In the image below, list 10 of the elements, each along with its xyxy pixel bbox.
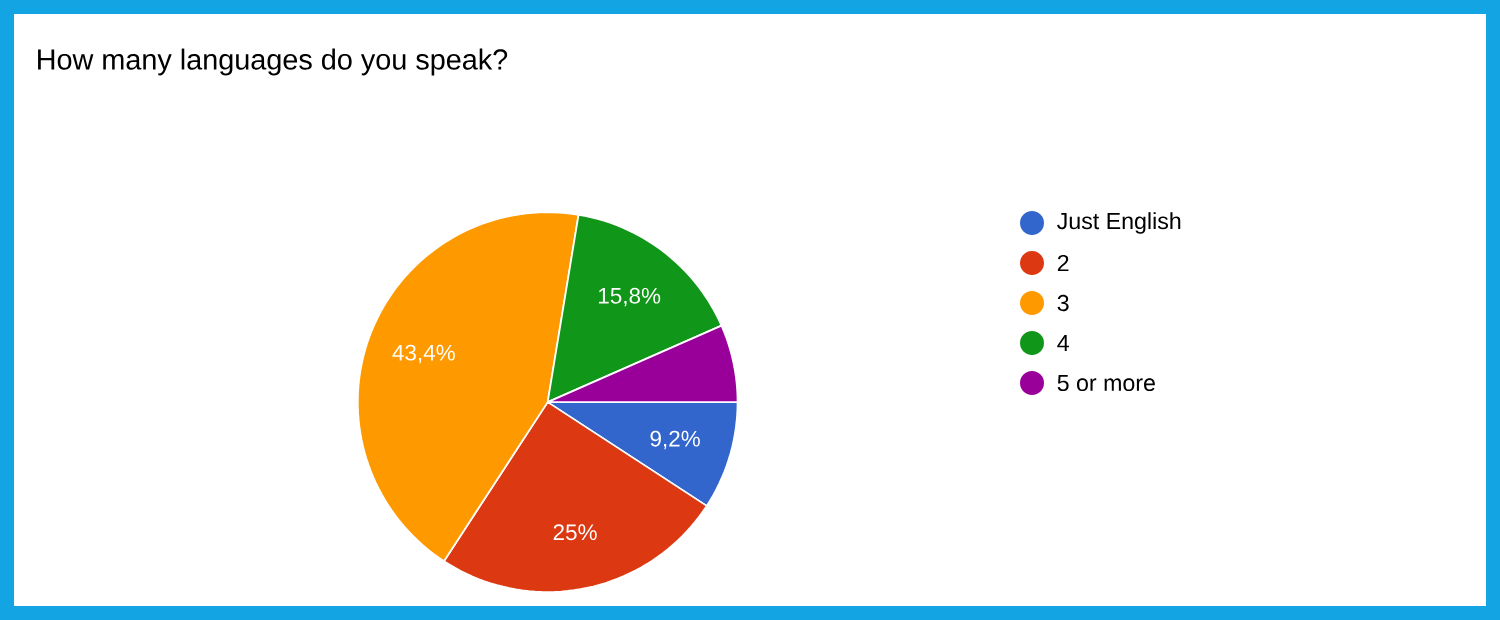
chart-title: How many languages do you speak?: [38, 48, 508, 76]
legend-label: 4: [1057, 334, 1069, 351]
legend-label: 2: [1057, 254, 1069, 272]
data-label: 9,2%: [650, 430, 700, 450]
legend-label: 5 or more: [1057, 374, 1155, 392]
data-label: 43,4%: [392, 344, 455, 364]
data-label: 25%: [553, 524, 597, 541]
legend-label: Just English: [1057, 212, 1181, 234]
data-label: 15,8%: [598, 287, 661, 307]
legend-label: 3: [1057, 294, 1069, 312]
